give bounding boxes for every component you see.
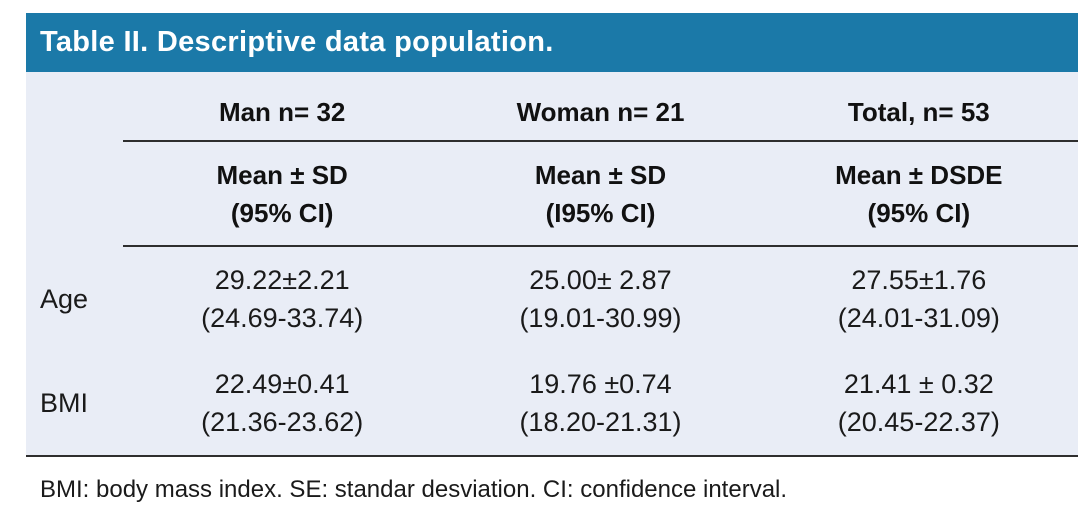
cell-bmi-man: 22.49±0.41 (21.36-23.62) xyxy=(123,365,441,441)
divider-under-column-headers xyxy=(123,140,1078,142)
subheader-man-line1: Mean ± SD xyxy=(216,159,348,190)
divider-under-subheaders xyxy=(123,245,1078,247)
cell-bmi-man-ci: (21.36-23.62) xyxy=(201,407,364,437)
cell-bmi-woman-ci: (18.20-21.31) xyxy=(519,407,682,437)
table-row-bmi: BMI 22.49±0.41 (21.36-23.62) 19.76 ±0.74… xyxy=(26,351,1078,455)
subheader-total: Mean ± DSDE (95% CI) xyxy=(760,156,1078,232)
subheader-man-line2: (95% CI) xyxy=(230,197,334,228)
cell-bmi-woman-mean: 19.76 ±0.74 xyxy=(529,369,672,399)
subheader-woman-line1: Mean ± SD xyxy=(534,159,667,190)
column-header-man: Man n= 32 xyxy=(218,96,346,127)
cell-age-man-mean: 29.22±2.21 xyxy=(214,265,350,295)
column-header-total: Total, n= 53 xyxy=(847,96,990,127)
table-footnote: BMI: body mass index. SE: standar desvia… xyxy=(40,476,788,503)
table-figure: Table II. Descriptive data population. M… xyxy=(26,13,1078,504)
table-bottom-border xyxy=(26,455,1078,457)
table-title: Table II. Descriptive data population. xyxy=(40,26,554,58)
subheader-man: Mean ± SD (95% CI) xyxy=(123,156,441,232)
cell-age-woman: 25.00± 2.87 (19.01-30.99) xyxy=(441,261,759,337)
cell-age-man-ci: (24.69-33.74) xyxy=(201,303,364,333)
subheader-woman-line2: (I95% CI) xyxy=(545,197,656,228)
cell-bmi-total-ci: (20.45-22.37) xyxy=(837,407,1000,437)
cell-bmi-man-mean: 22.49±0.41 xyxy=(214,369,350,399)
subheader-row: Mean ± SD (95% CI) Mean ± SD (I95% CI) M… xyxy=(26,142,1078,245)
cell-bmi-total-mean: 21.41 ± 0.32 xyxy=(843,369,994,399)
subheader-woman: Mean ± SD (I95% CI) xyxy=(441,156,759,232)
cell-age-man: 29.22±2.21 (24.69-33.74) xyxy=(123,261,441,337)
table-row-age: Age 29.22±2.21 (24.69-33.74) 25.00± 2.87… xyxy=(26,247,1078,351)
row-label-bmi: BMI xyxy=(40,387,89,418)
cell-age-total-mean: 27.55±1.76 xyxy=(851,265,987,295)
table-panel: Man n= 32 Woman n= 21 Total, n= 53 Mean … xyxy=(26,72,1078,457)
row-label-age: Age xyxy=(40,283,89,314)
column-header-woman: Woman n= 21 xyxy=(516,96,685,127)
column-header-row: Man n= 32 Woman n= 21 Total, n= 53 xyxy=(26,72,1078,140)
table-title-bar: Table II. Descriptive data population. xyxy=(26,13,1078,72)
cell-bmi-total: 21.41 ± 0.32 (20.45-22.37) xyxy=(760,365,1078,441)
subheader-total-line1: Mean ± DSDE xyxy=(835,159,1003,190)
cell-age-woman-mean: 25.00± 2.87 xyxy=(529,265,672,295)
cell-age-total: 27.55±1.76 (24.01-31.09) xyxy=(760,261,1078,337)
cell-age-total-ci: (24.01-31.09) xyxy=(837,303,1000,333)
cell-age-woman-ci: (19.01-30.99) xyxy=(519,303,682,333)
subheader-total-line2: (95% CI) xyxy=(867,197,971,228)
cell-bmi-woman: 19.76 ±0.74 (18.20-21.31) xyxy=(441,365,759,441)
